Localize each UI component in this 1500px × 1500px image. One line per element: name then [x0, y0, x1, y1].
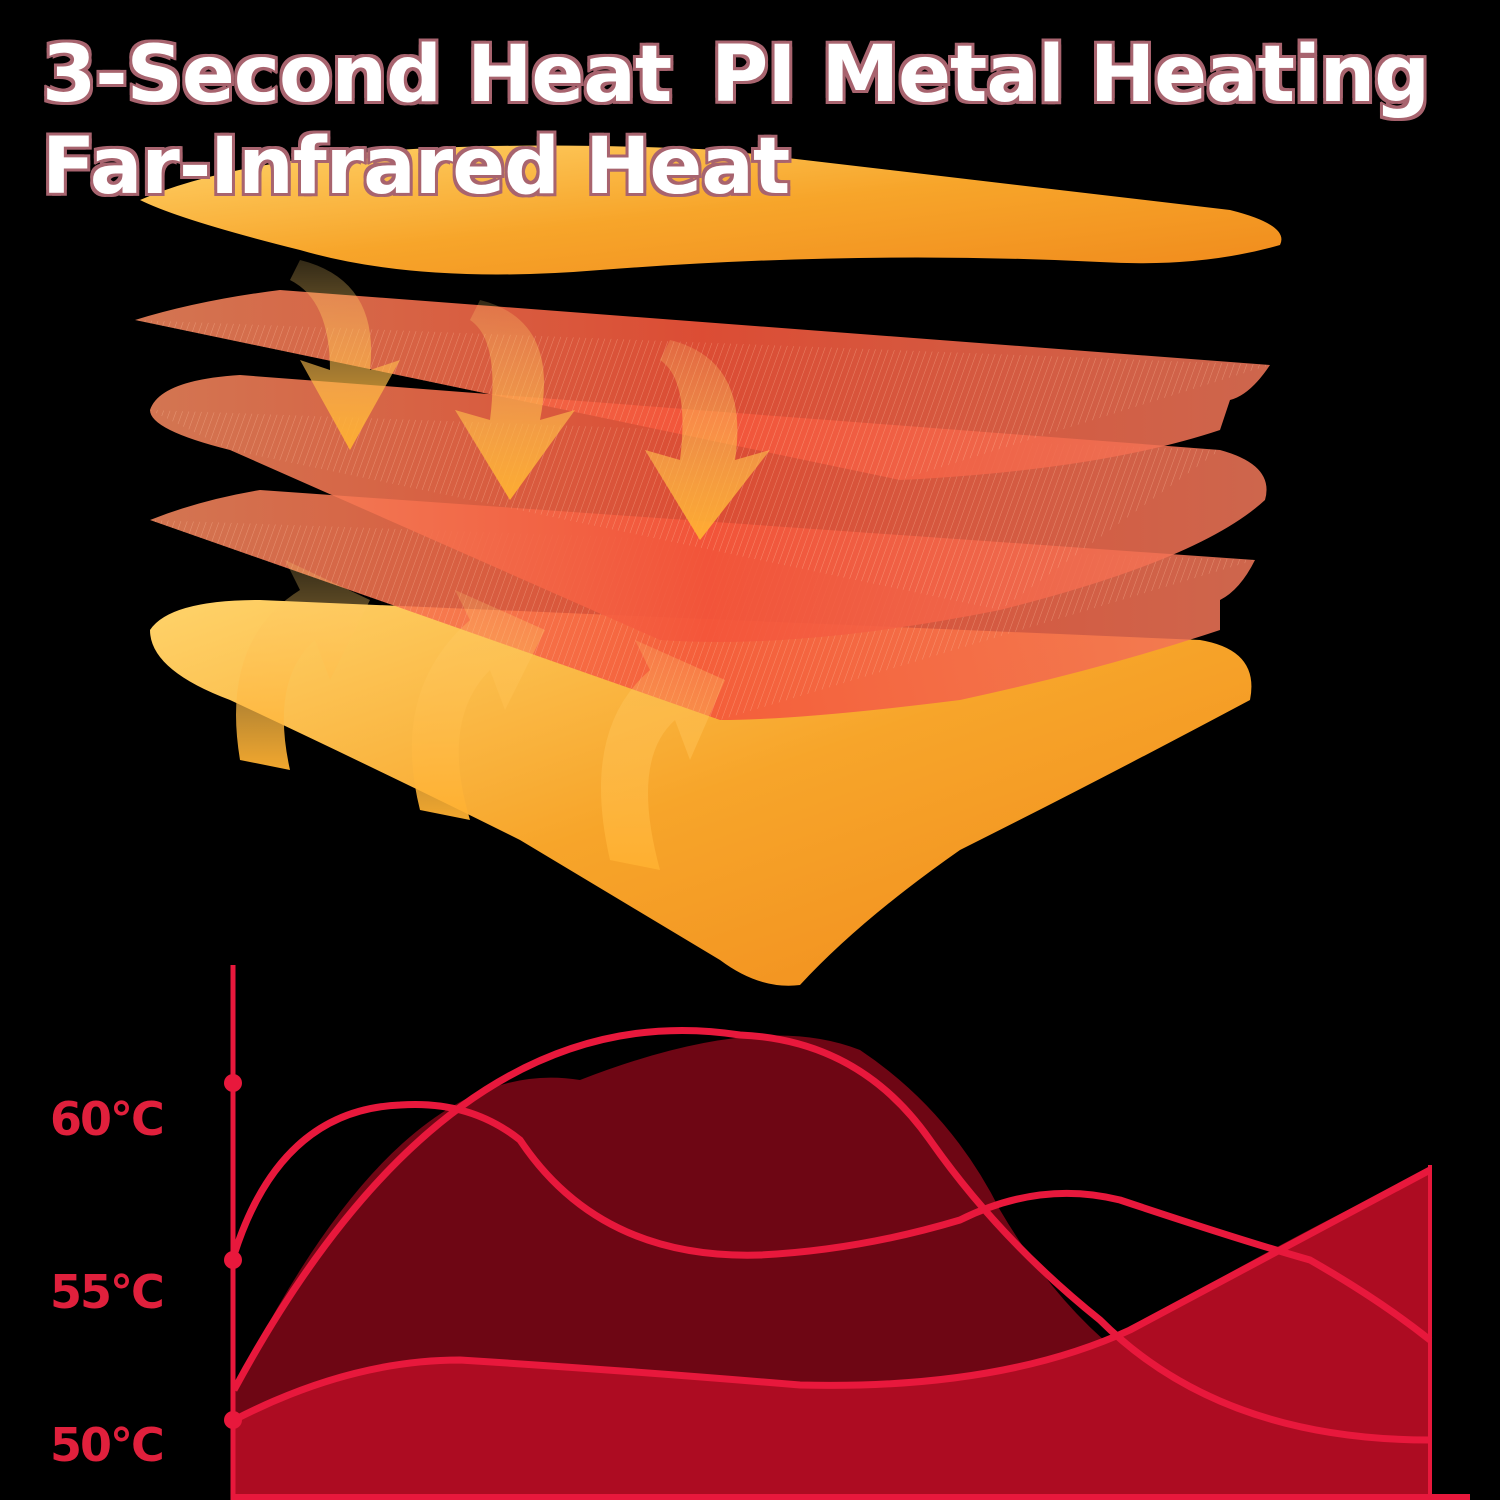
up-arrow-icon [601, 640, 725, 870]
up-arrow-icon [236, 560, 370, 770]
down-arrow-icon [455, 300, 575, 500]
axis-marker [224, 1074, 242, 1092]
y-tick-55c: 55°C [50, 1265, 165, 1319]
headline-line-1: 3-Second Heat PI Metal Heating [40, 28, 1432, 122]
curve-area-bottom [234, 1170, 1430, 1500]
axis-marker [224, 1411, 242, 1429]
axis-marker [224, 1251, 242, 1269]
headline-3-second-heat: 3-Second Heat [40, 28, 674, 122]
top-heating-sheet [140, 145, 1282, 275]
heat-flow-arrows [236, 260, 770, 870]
down-arrow-icon [645, 340, 770, 540]
y-tick-60c: 60°C [50, 1092, 165, 1146]
temperature-curve-3 [232, 1166, 1432, 1424]
up-arrow-icon [411, 590, 545, 820]
headline-line-2: Far-Infrared Heat [40, 120, 792, 214]
heating-layers-illustration [135, 145, 1282, 986]
temperature-curve-2 [230, 1026, 1431, 1444]
headline-pi-metal-heating: PI Metal Heating [709, 28, 1432, 122]
down-arrow-icon [290, 260, 400, 450]
y-tick-50c: 50°C [50, 1418, 165, 1472]
